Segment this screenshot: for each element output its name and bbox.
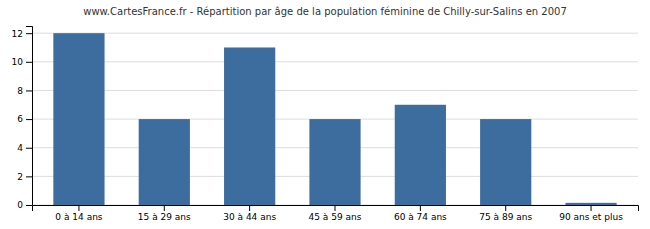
bars [53,33,616,205]
y-tick: 12 [12,29,32,39]
y-tick: 4 [17,143,32,153]
x-tick-mark [78,205,79,211]
x-tick: 45 à 59 ans [309,205,362,222]
grid-line [32,90,638,91]
x-tick-label: 45 à 59 ans [309,212,362,222]
grid-line [32,33,638,34]
y-tick: 0 [17,200,32,210]
x-tick: 90 ans et plus [559,205,623,222]
plot: 0 à 14 ans 15 à 29 ans 30 à 44 ans 45 à 59 … [12,27,639,223]
x-tick-label: 30 à 44 ans [223,212,276,222]
bar [480,119,531,205]
y-tick: 2 [17,172,32,182]
x-tick-mark [164,205,165,211]
y-tick-mark [26,176,32,177]
bar [139,119,190,205]
y-tick-label: 12 [12,29,23,39]
y-tick-label: 6 [17,114,23,124]
x-tick-mark [420,205,421,211]
y-tick-mark [26,33,32,34]
title: www.CartesFrance.fr - Répartition par âg… [83,6,567,17]
axis-line [26,27,33,206]
y-tick-mark [26,119,32,120]
y-tick-label: 8 [17,86,23,96]
x-tick-label: 75 à 89 ans [479,212,532,222]
y-tick: 6 [17,114,32,124]
grid-line [32,61,638,62]
bar [53,33,104,205]
axis-line [33,206,639,212]
bar [309,119,360,205]
x-tick: 75 à 89 ans [479,205,532,222]
bar [565,203,616,205]
y-tick-mark [26,62,32,63]
x-axis: 0 à 14 ans 15 à 29 ans 30 à 44 ans 45 à 59 … [33,205,639,222]
x-tick-label: 90 ans et plus [559,212,623,222]
y-tick-label: 2 [17,172,23,182]
bar [395,105,446,205]
y-tick-mark [26,90,32,91]
grid [32,33,638,205]
x-tick-mark [591,205,592,211]
chart: www.CartesFrance.fr - Répartition par âg… [0,0,650,229]
bar [224,47,275,205]
y-tick: 8 [17,86,32,96]
y-tick-mark [26,205,32,206]
y-tick-label: 10 [12,57,24,67]
x-tick-mark [505,205,506,211]
x-tick-label: 60 à 74 ans [394,212,447,222]
y-axis: 0 2 4 6 8 10 12 [12,27,33,211]
x-tick: 30 à 44 ans [223,205,276,222]
x-tick: 60 à 74 ans [394,205,447,222]
y-tick-mark [26,148,32,149]
x-tick-mark [335,205,336,211]
x-tick: 15 à 29 ans [138,205,191,222]
y-tick-label: 4 [17,143,23,153]
x-tick-label: 0 à 14 ans [55,212,102,222]
y-tick: 10 [12,57,32,67]
x-tick-label: 15 à 29 ans [138,212,191,222]
x-tick: 0 à 14 ans [55,205,102,222]
x-tick-mark [249,205,250,211]
y-tick-label: 0 [17,200,23,210]
